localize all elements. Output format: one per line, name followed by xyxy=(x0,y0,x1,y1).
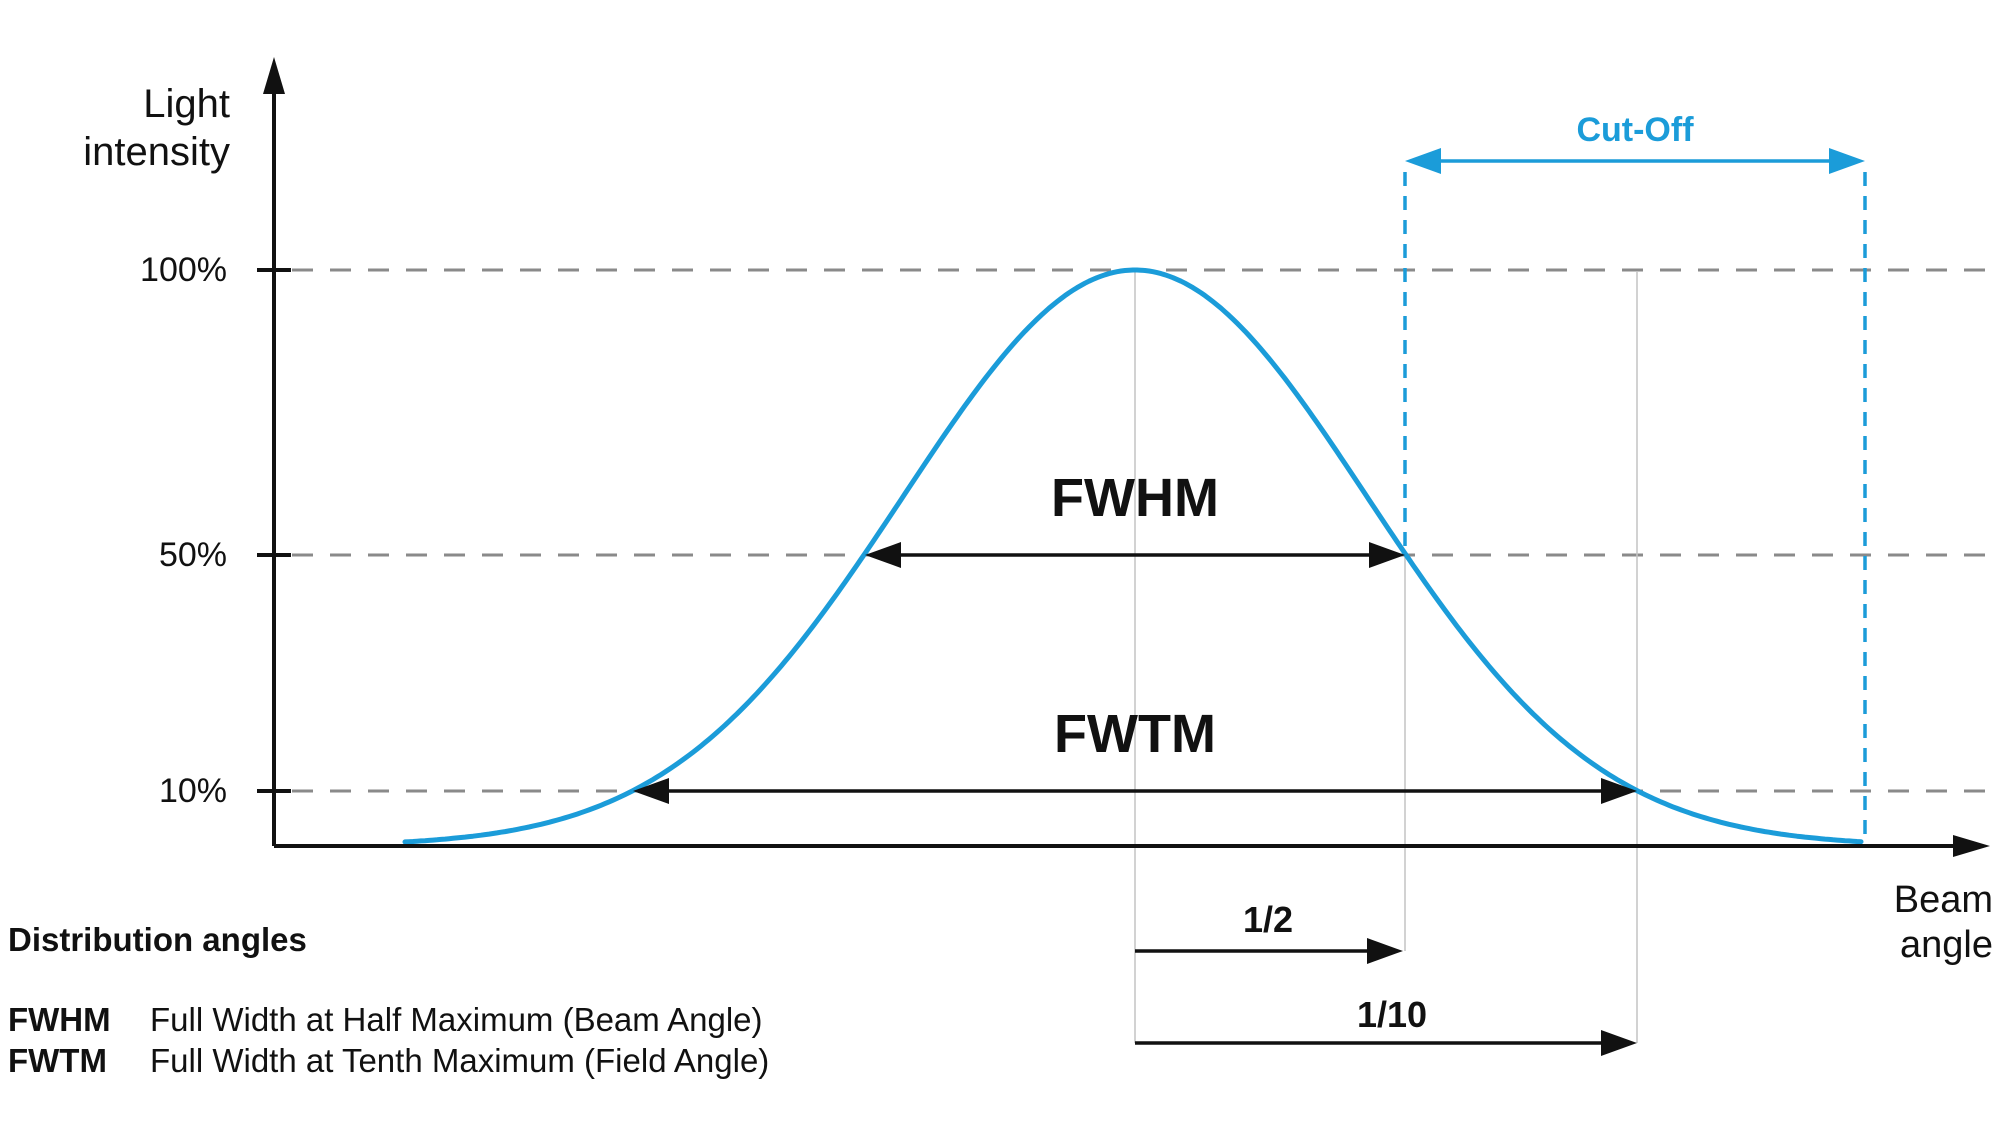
x-axis-title-line2: angle xyxy=(1900,924,1993,966)
legend-def-fwhm: Full Width at Half Maximum (Beam Angle) xyxy=(150,1001,763,1038)
ytick-label-50: 50% xyxy=(158,536,227,574)
legend-def-fwtm: Full Width at Tenth Maximum (Field Angle… xyxy=(150,1042,770,1079)
tenth-ratio-annotation: 1/10 xyxy=(1356,994,1428,1035)
fwhm-annotation: FWHM xyxy=(1051,468,1219,528)
legend-abbr-fwhm: FWHM xyxy=(8,1001,111,1038)
legend: FWHM Full Width at Half Maximum (Beam Ang… xyxy=(8,999,769,1081)
legend-abbr-fwtm: FWTM xyxy=(8,1042,107,1079)
x-axis-arrowhead xyxy=(1953,835,1990,857)
intensity-curve xyxy=(402,267,1864,845)
y-axis-title-line2: intensity xyxy=(83,130,230,174)
fwtm-annotation: FWTM xyxy=(1054,704,1216,764)
ytick-label-100: 100% xyxy=(140,251,227,289)
fwtm-arrow-head-right xyxy=(1601,778,1637,804)
tenth-arrow-head-right xyxy=(1601,1030,1637,1056)
half-ratio-annotation: 1/2 xyxy=(1242,899,1294,940)
fwhm-arrow-head-left xyxy=(865,542,901,568)
legend-title: Distribution angles xyxy=(8,921,307,958)
cutoff-arrow-head-right xyxy=(1829,148,1865,174)
y-axis-title-line1: Light xyxy=(143,82,230,126)
legend-row-fwtm: FWTM Full Width at Tenth Maximum (Field A… xyxy=(8,1040,769,1081)
y-axis-arrowhead xyxy=(263,57,285,94)
half-arrow-head-right xyxy=(1367,938,1403,964)
fwhm-arrow-head-right xyxy=(1369,542,1405,568)
y-axis-title: Light intensity xyxy=(30,80,230,176)
x-axis-title: Beam angle xyxy=(1793,878,1993,968)
fwtm-arrow-head-left xyxy=(633,778,669,804)
x-axis-title-line1: Beam xyxy=(1893,879,1993,921)
cutoff-annotation: Cut-Off xyxy=(1576,111,1694,149)
ytick-label-10: 10% xyxy=(158,772,227,810)
legend-row-fwhm: FWHM Full Width at Half Maximum (Beam Ang… xyxy=(8,999,769,1040)
cutoff-arrow-head-left xyxy=(1405,148,1441,174)
